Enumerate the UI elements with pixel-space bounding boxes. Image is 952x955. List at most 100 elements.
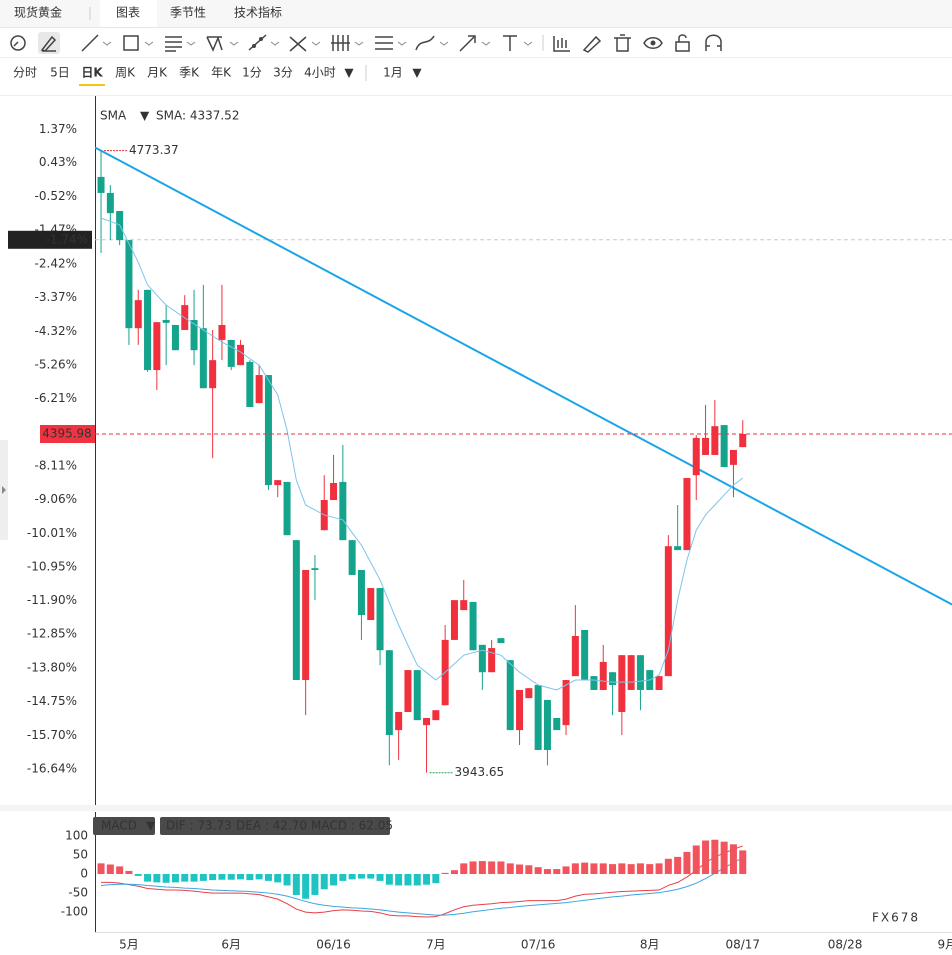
macd-bar xyxy=(274,874,282,883)
candle-body xyxy=(199,328,207,389)
macd-bar xyxy=(404,874,412,886)
tool-icon[interactable] xyxy=(123,35,154,51)
candle-body xyxy=(330,482,338,501)
macd-bar xyxy=(562,866,570,875)
period[interactable]: 3分 xyxy=(273,66,293,80)
tab[interactable]: 图表 xyxy=(116,6,140,20)
candle-body xyxy=(348,540,356,575)
period[interactable]: 年K xyxy=(211,66,232,80)
candle-body xyxy=(423,718,431,726)
high-label: 4773.37 xyxy=(129,143,179,157)
candle-body xyxy=(246,361,254,408)
x-tick-label: 08/28 xyxy=(828,938,863,952)
y-tick-label: -15.70% xyxy=(27,728,77,742)
tool-icon[interactable] xyxy=(40,35,57,52)
tool-icon[interactable] xyxy=(553,36,570,52)
macd-bar xyxy=(692,845,700,875)
candle-body xyxy=(506,660,514,731)
period[interactable]: 4小时 xyxy=(304,66,336,80)
dropdown-arrow: ▼ xyxy=(412,66,422,80)
tab[interactable]: 现货黄金 xyxy=(14,5,62,20)
macd-bar xyxy=(171,874,179,883)
macd-bar xyxy=(218,874,226,880)
tool-icon[interactable] xyxy=(331,35,364,51)
tool-icon[interactable] xyxy=(375,36,407,50)
tool-icon[interactable] xyxy=(248,34,280,51)
macd-bar xyxy=(292,874,300,895)
period[interactable]: 周K xyxy=(115,66,136,80)
candle-body xyxy=(218,324,226,340)
period[interactable]: 季K xyxy=(179,66,200,80)
candle-body xyxy=(590,676,598,690)
macd-bar xyxy=(339,874,347,881)
tool-icon[interactable] xyxy=(81,34,112,52)
tool-icon[interactable] xyxy=(10,35,26,51)
candle-body xyxy=(609,672,617,685)
tool-icon[interactable] xyxy=(415,35,449,51)
period[interactable]: 1分 xyxy=(242,66,262,80)
candle-body xyxy=(581,629,589,681)
tool-icon[interactable] xyxy=(206,35,239,52)
macd-bar xyxy=(683,851,691,875)
candle-body xyxy=(171,324,179,351)
macd-bar xyxy=(348,874,356,880)
legend-value: SMA: 4337.52 xyxy=(156,109,239,123)
tool-icon[interactable] xyxy=(165,36,196,52)
tool-icon[interactable] xyxy=(459,35,491,52)
macd-bar xyxy=(209,874,217,881)
y-tick-label: -12.85% xyxy=(27,627,77,641)
dropdown-arrow: ▼ xyxy=(140,109,150,123)
panel-separator xyxy=(0,805,952,811)
macd-bar xyxy=(450,870,458,875)
period[interactable]: 月K xyxy=(147,66,168,80)
macd-bar xyxy=(478,861,486,875)
macd-bar xyxy=(302,874,310,899)
x-tick-label: 07/16 xyxy=(521,938,556,952)
macd-bar xyxy=(469,861,477,875)
tab[interactable]: 技术指标 xyxy=(234,5,282,20)
side-handle-arrow xyxy=(2,486,6,494)
period[interactable]: 5日 xyxy=(50,66,70,80)
candle-body xyxy=(292,540,300,681)
candle-body xyxy=(692,437,700,476)
tab[interactable]: 季节性 xyxy=(170,6,206,20)
tool-icon[interactable] xyxy=(289,36,321,52)
period[interactable]: 分时 xyxy=(13,66,37,80)
tool-icon[interactable] xyxy=(582,35,602,53)
range-select[interactable]: 1月 xyxy=(383,66,403,80)
tool-icon[interactable] xyxy=(614,34,631,52)
macd-bar xyxy=(646,864,654,875)
tool-icon[interactable] xyxy=(643,37,663,49)
period[interactable]: 日K xyxy=(81,66,103,80)
candle-body xyxy=(97,176,105,193)
tool-icon[interactable] xyxy=(675,34,690,52)
macd-bar xyxy=(199,874,207,881)
tool-icon[interactable] xyxy=(705,34,722,51)
macd-bar xyxy=(190,874,198,882)
trendline xyxy=(95,146,952,606)
macd-bar xyxy=(106,864,114,875)
x-tick-label: 08/17 xyxy=(725,938,760,952)
tool-icon[interactable] xyxy=(503,35,533,51)
price-label: 4395.98 xyxy=(42,426,92,440)
macd-bar xyxy=(664,858,672,875)
macd-bar xyxy=(227,874,235,880)
x-tick-label: 06/16 xyxy=(316,938,351,952)
candle-body xyxy=(209,360,217,389)
macd-bar xyxy=(655,863,663,875)
candle-body xyxy=(674,546,682,551)
indicator-select[interactable] xyxy=(93,817,155,835)
macd-bar xyxy=(581,862,589,875)
y-tick-label: -14.75% xyxy=(27,694,77,708)
macd-bar xyxy=(441,872,449,875)
y-tick-label: -8.11% xyxy=(35,458,77,472)
macd-bar xyxy=(553,869,561,875)
y-tick-label: 1.37% xyxy=(39,122,77,136)
macd-line xyxy=(101,845,743,918)
macd-bar xyxy=(506,863,514,875)
macd-bar xyxy=(599,863,607,875)
indicator-name: MACD xyxy=(101,819,137,833)
macd-bar xyxy=(385,874,393,885)
macd-bar xyxy=(367,874,375,879)
